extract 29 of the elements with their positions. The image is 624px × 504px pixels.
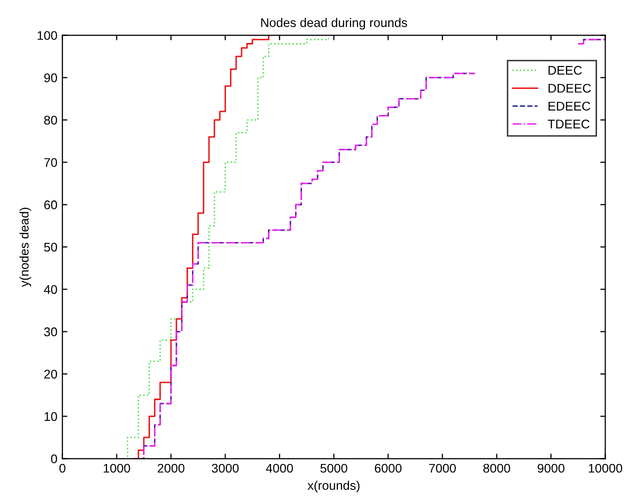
x-tick-label: 5000 — [320, 464, 348, 473]
x-tick-label: 0 — [59, 464, 66, 473]
x-tick-label: 7000 — [429, 464, 456, 473]
legend-label: DDEEC — [548, 84, 591, 93]
x-tick-label: 2000 — [158, 464, 184, 473]
y-tick-label: 90 — [44, 73, 58, 82]
y-tick-label: 100 — [38, 31, 58, 40]
x-tick-label: 4000 — [266, 464, 293, 473]
y-tick-label: 30 — [44, 327, 58, 336]
y-tick-label: 20 — [44, 370, 58, 379]
legend-label: DEEC — [548, 66, 582, 75]
y-tick-label: 80 — [44, 116, 58, 125]
x-tick-label: 10000 — [588, 464, 622, 473]
chart-title: Nodes dead during rounds — [261, 18, 408, 30]
y-tick-label: 50 — [44, 242, 58, 252]
legend-label: TDEEC — [548, 120, 590, 128]
y-tick-label: 10 — [44, 412, 58, 421]
x-tick-label: 9000 — [538, 464, 564, 473]
x-tick-label: 1000 — [104, 464, 130, 473]
x-tick-label: 8000 — [483, 464, 510, 473]
y-tick-label: 40 — [44, 285, 58, 294]
legend-label: EDEEC — [548, 102, 590, 111]
x-tick-label: 3000 — [212, 464, 239, 473]
x-axis-title: x(rounds) — [308, 480, 360, 492]
y-tick-label: 60 — [44, 200, 58, 210]
y-axis-title: y(nodes dead) — [19, 208, 32, 287]
y-tick-label: 70 — [44, 158, 58, 167]
y-tick-label: 0 — [51, 454, 58, 464]
x-tick-label: 6000 — [374, 464, 402, 473]
